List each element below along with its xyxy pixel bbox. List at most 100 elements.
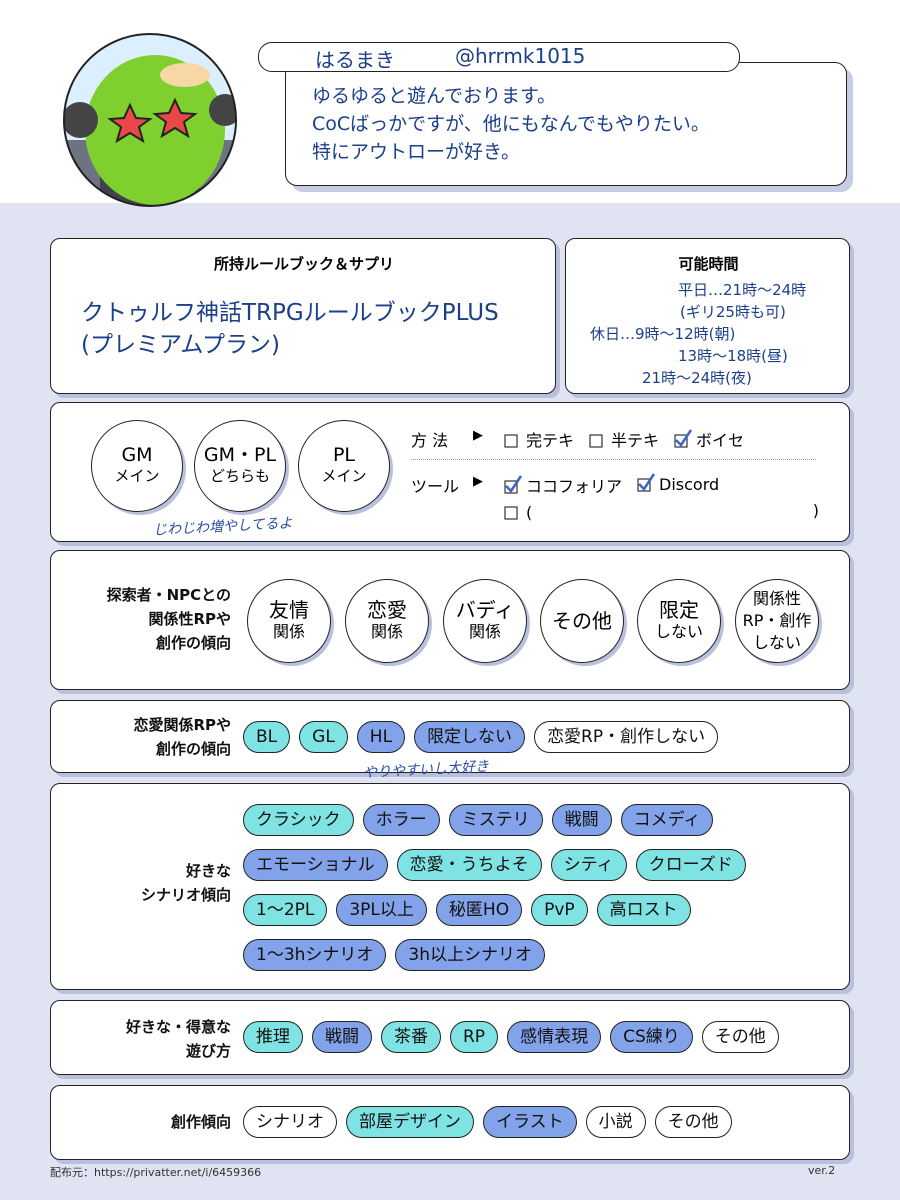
circle-text: バディ <box>455 598 515 622</box>
checkbox <box>674 429 693 448</box>
option-circle: 恋愛 関係 <box>345 579 429 663</box>
time-line: 休日…9時～12時(朝) <box>590 325 736 343</box>
play-panel: 好きな・得意な 遊び方 推理 戦闘 茶番 RP 感情表現 CS練り その他 <box>50 1000 850 1075</box>
time-title: 可能時間 <box>678 255 739 273</box>
bio-line: 特にアウトローが好き。 <box>312 141 521 163</box>
option: ボイセ <box>673 427 744 451</box>
pill-row: シナリオ 部屋デザイン イラスト 小説 その他 <box>243 1106 732 1138</box>
option-text: 半テキ <box>611 431 660 450</box>
label-line: 関係性RPや <box>148 610 231 628</box>
rulebook-title: 所持ルールブック＆サプリ <box>213 255 394 273</box>
option-pill: 限定しない <box>414 721 526 753</box>
scenario-panel: 好きな シナリオ傾向 クラシック ホラー ミステリ 戦闘 コメディ エモーショナル 恋愛・うちよ… <box>50 783 850 990</box>
circle-text: しない <box>752 633 801 652</box>
arrow: ▶ <box>473 428 483 443</box>
divider <box>411 459 816 460</box>
pill-row: エモーショナル 恋愛・うちよそ シティ クローズド <box>243 849 746 881</box>
option-pill: ミステリ <box>448 804 543 836</box>
tool-label: ツール <box>411 477 460 496</box>
option: ココフォリア <box>503 473 622 497</box>
checkbox <box>504 434 518 448</box>
checkbox <box>504 506 518 520</box>
bio-line: CoCばっかですが、他にもなんでもやりたい。 <box>312 113 710 135</box>
circle-text: 恋愛 <box>367 598 407 622</box>
option-pill: RP <box>450 1021 499 1053</box>
option-pill: 恋愛RP・創作しない <box>534 721 719 753</box>
circle-text: 関係 <box>370 622 403 641</box>
pill-row: 1～2PL 3PL以上 秘匿HO PvP 高ロスト <box>243 894 691 926</box>
arrow: ▶ <box>473 474 483 489</box>
option-circle: 限定 しない <box>637 579 721 663</box>
option-pill: その他 <box>654 1106 732 1138</box>
blank-close: ) <box>812 501 819 520</box>
label-line: 好きな・得意な <box>125 1018 231 1036</box>
role-panel: GM メイン GM・PL どちらも PL メイン じわじわ増やしてるよ方 法 ▶ 完テキ 半テキボ… <box>50 402 850 542</box>
time-line: 平日…21時～24時 <box>678 281 807 299</box>
option-circle: 友情 関係 <box>247 579 331 663</box>
rulebook-line: (プレミアムプラン) <box>81 332 280 358</box>
option-pill: GL <box>299 721 348 753</box>
option-pill: 戦闘 <box>312 1021 372 1053</box>
time-text: 平日…21時～24時 (ギリ25時も可) 休日…9時～12時(朝) 13時～18時(昼… <box>590 279 806 389</box>
option-pill: 小説 <box>585 1106 646 1138</box>
circle-text: メイン <box>114 467 160 485</box>
option-pill: 高ロスト <box>596 894 691 926</box>
time-line: 21時～24時(夜) <box>642 369 752 387</box>
option-pill: クラシック <box>243 804 354 836</box>
option-circle: GM・PL どちらも <box>194 420 286 512</box>
checkbox <box>637 473 656 492</box>
circle-text: 関係 <box>468 622 501 641</box>
option-pill: 茶番 <box>381 1021 441 1053</box>
option-pill: イラスト <box>483 1106 577 1138</box>
pill-row: 1～3hシナリオ 3h以上シナリオ <box>243 939 545 971</box>
option-pill: シナリオ <box>243 1106 337 1138</box>
time-line: (ギリ25時も可) <box>680 303 786 321</box>
section-label: 探索者・NPCとの 関係性RPや 創作の傾向 <box>61 583 231 655</box>
rulebook-line: クトゥルフ神話TRPGルールブックPLUS <box>81 300 499 326</box>
time-panel: 可能時間 平日…21時～24時 (ギリ25時も可) 休日…9時～12時(朝) 13時～… <box>565 238 850 394</box>
checkbox <box>504 475 523 494</box>
footer-source: 配布元：https://privatter.net/i/6459366 <box>50 1166 262 1179</box>
option-pill: HL <box>356 721 406 753</box>
option-pill: その他 <box>701 1021 779 1053</box>
label-line: 探索者・NPCとの <box>106 586 231 604</box>
option-pill: 1～2PL <box>243 894 328 926</box>
section-label: 恋愛関係RPや 創作の傾向 <box>61 713 231 761</box>
option-pill: 3h以上シナリオ <box>395 939 545 971</box>
label-line: シナリオ傾向 <box>140 886 231 904</box>
romance-panel: 恋愛関係RPや 創作の傾向 BL GL HL 限定しない 恋愛RP・創作しないやりやすいし大… <box>50 700 850 781</box>
section-label: 好きな シナリオ傾向 <box>61 859 231 907</box>
label-line: 創作の傾向 <box>155 740 231 758</box>
option-text: ボイセ <box>696 431 745 450</box>
option-text: 完テキ <box>526 431 575 450</box>
option-pill: CS練り <box>610 1021 693 1053</box>
option-pill: 推理 <box>243 1021 303 1053</box>
option-circle: バディ 関係 <box>443 579 527 663</box>
header: はるまき @hrrmk1015 ゆるゆると遊んでおります。 CoCばっかですが、他… <box>0 0 900 207</box>
avatar <box>63 33 237 207</box>
circle-text: RP・創作 <box>742 611 812 630</box>
bio: ゆるゆると遊んでおります。 CoCばっかですが、他にもなんでもやりたい。 特にアウト… <box>312 82 710 166</box>
option-pill: PvP <box>531 894 588 926</box>
option-pill: 感情表現 <box>507 1021 602 1053</box>
circle-text: PL <box>332 444 356 466</box>
pill-row: クラシック ホラー ミステリ 戦闘 コメディ <box>243 804 714 836</box>
rulebook-text: クトゥルフ神話TRPGルールブックPLUS (プレミアムプラン) <box>81 297 499 361</box>
pill-row: BL GL HL 限定しない 恋愛RP・創作しない <box>243 721 719 753</box>
option: 完テキ <box>503 427 574 451</box>
circle-text: 関係性 <box>752 589 801 608</box>
option-circle: 関係性 RP・創作しない <box>735 579 819 663</box>
option-pill: 秘匿HO <box>435 894 523 926</box>
circle-text: 限定 <box>659 598 699 622</box>
romance-note: やりやすいし大好き <box>362 758 490 782</box>
section-label: 創作傾向 <box>61 1110 231 1134</box>
option-circle: その他 <box>540 579 624 663</box>
option-pill: 1～3hシナリオ <box>243 939 387 971</box>
option-pill: エモーショナル <box>243 849 388 881</box>
circle-text: しない <box>654 622 703 641</box>
checkbox <box>589 434 603 448</box>
circle-text: その他 <box>552 609 612 633</box>
name: はるまき <box>315 48 395 72</box>
role-note: じわじわ増やしてるよ <box>152 515 293 539</box>
